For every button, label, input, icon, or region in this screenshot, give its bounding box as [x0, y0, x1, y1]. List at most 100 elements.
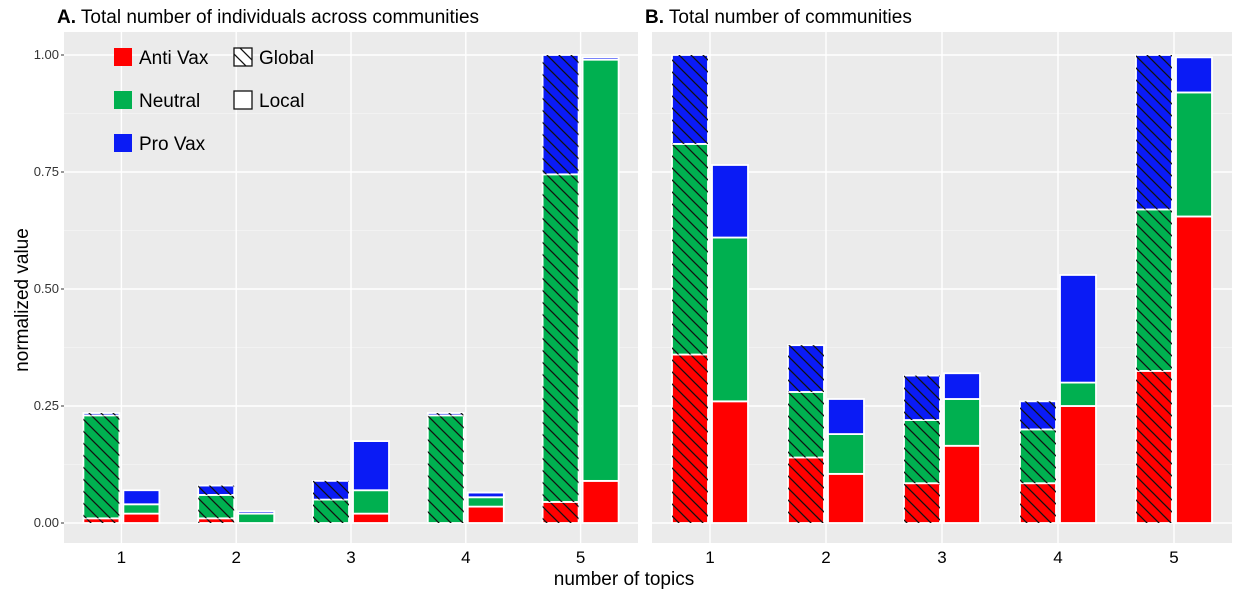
bar-segment-neutral-local-5	[1175, 91, 1213, 218]
legend-swatch	[233, 90, 253, 110]
bar-segment-anti-vax-global-5-hatch	[1136, 370, 1172, 523]
legend-item-pro-vax: Pro Vax	[114, 134, 206, 155]
bar-segment-anti-vax-global-1-hatch	[672, 354, 708, 523]
legend-swatch	[114, 91, 132, 109]
bar-segment-anti-vax-local-4	[1059, 405, 1097, 524]
bar-segment-pro-vax-global-5-hatch	[542, 55, 579, 175]
bar-segment-neutral-global-1-hatch	[83, 415, 120, 519]
bar-segment-neutral-local-3	[943, 398, 981, 447]
bar-segment-anti-vax-local-3	[943, 444, 981, 524]
x-tick-label: 5	[1169, 548, 1178, 567]
bar-3-global	[312, 479, 350, 524]
bar-segment-neutral-global-4-hatch	[427, 415, 464, 523]
bar-segment-neutral-global-3-hatch	[904, 420, 940, 484]
bar-3-local	[352, 440, 390, 524]
bar-segment-neutral-local-5	[581, 58, 620, 482]
panel-b: 1 2 3 4 5 B. Total number of communities	[645, 7, 1232, 567]
bar-segment-pro-vax-local-1	[122, 489, 161, 506]
bar-segment-neutral-local-3	[352, 489, 390, 515]
legend-item-anti-vax: Anti Vax	[114, 48, 209, 69]
bar-3-global	[903, 374, 941, 524]
bar-segment-pro-vax-global-5-hatch	[1136, 55, 1172, 210]
legend-label: Anti Vax	[139, 48, 209, 69]
bar-5-local	[1175, 56, 1213, 524]
bar-5-local	[581, 56, 620, 524]
panel-letter: B.	[645, 7, 664, 28]
bar-segment-neutral-global-2-hatch	[788, 391, 824, 458]
bar-segment-neutral-global-1-hatch	[672, 143, 708, 355]
bar-2-global	[787, 344, 825, 524]
legend-label: Local	[259, 91, 304, 112]
panel-title-text: Total number of individuals across commu…	[76, 7, 479, 28]
bar-segment-pro-vax-local-4	[466, 491, 505, 499]
legend-label: Pro Vax	[139, 134, 206, 155]
bar-segment-neutral-global-5-hatch	[542, 174, 579, 502]
bar-segment-anti-vax-global-5-hatch	[542, 501, 579, 523]
bar-segment-neutral-local-4	[466, 496, 505, 508]
bar-segment-neutral-global-4-hatch	[1020, 429, 1056, 484]
bar-1-local	[711, 164, 749, 524]
panel-letter: A.	[57, 7, 76, 28]
bar-1-global	[82, 412, 121, 524]
bar-segment-pro-vax-local-4	[1059, 274, 1097, 384]
y-tick-label: 1.00	[34, 47, 59, 62]
legend-item-neutral: Neutral	[114, 91, 200, 112]
bar-segment-neutral-global-3-hatch	[313, 499, 349, 523]
bar-segment-anti-vax-local-3	[352, 512, 390, 524]
bar-4-global	[426, 412, 465, 524]
panel-a: 1 2 3 4 5 0.00 0.25 0.50 0.75 1.00 A. Total number…	[34, 7, 638, 567]
x-axis-label: number of topics	[554, 569, 694, 590]
bar-3-local	[943, 372, 981, 524]
bar-segment-pro-vax-local-2	[827, 398, 865, 435]
x-tick-label: 2	[231, 548, 240, 567]
x-tick-label: 3	[937, 548, 946, 567]
bar-segment-anti-vax-local-5	[581, 479, 620, 524]
x-tick-label: 1	[117, 548, 126, 567]
bar-segment-neutral-local-1	[122, 503, 161, 515]
bar-segment-neutral-global-5-hatch	[1136, 209, 1172, 371]
legend-label: Global	[259, 48, 314, 69]
bar-segment-pro-vax-global-2-hatch	[198, 485, 235, 495]
x-tick-label: 3	[346, 548, 355, 567]
bar-segment-pro-vax-global-3-hatch	[904, 375, 940, 421]
bar-1-local	[122, 489, 161, 524]
bar-2-global	[197, 484, 236, 524]
legend-swatch-hatch	[234, 48, 252, 66]
bar-segment-pro-vax-global-4-hatch	[427, 413, 464, 416]
bar-segment-pro-vax-local-5	[1175, 56, 1213, 94]
bar-segment-anti-vax-global-2-hatch	[198, 518, 235, 523]
bar-2-local	[827, 398, 865, 524]
bar-segment-anti-vax-global-4-hatch	[1020, 483, 1056, 523]
bar-segment-neutral-local-2	[827, 433, 865, 475]
y-tick-label: 0.00	[34, 515, 59, 530]
x-tick-label: 4	[461, 548, 470, 567]
bar-segment-pro-vax-local-1	[711, 164, 749, 239]
bar-segment-neutral-local-4	[1059, 381, 1097, 407]
bar-segment-neutral-global-2-hatch	[198, 494, 235, 519]
bar-1-global	[671, 54, 709, 524]
x-tick-label: 4	[1053, 548, 1062, 567]
legend-item-global: Global	[233, 47, 314, 69]
bar-4-local	[466, 491, 505, 524]
y-tick-label: 0.75	[34, 164, 59, 179]
legend-swatch	[114, 134, 132, 152]
bar-segment-anti-vax-local-2	[827, 472, 865, 524]
bar-segment-pro-vax-global-1-hatch	[672, 55, 708, 144]
legend-swatch	[114, 48, 132, 66]
bar-segment-pro-vax-global-4-hatch	[1020, 401, 1056, 430]
x-tick-label: 2	[821, 548, 830, 567]
bar-segment-anti-vax-local-5	[1175, 215, 1213, 524]
bar-segment-pro-vax-local-2	[237, 510, 276, 515]
x-tick-label: 1	[705, 548, 714, 567]
legend-label: Neutral	[139, 91, 200, 112]
bar-5-global	[1135, 54, 1173, 524]
bar-segment-pro-vax-local-5	[581, 56, 620, 61]
y-tick-label: 0.25	[34, 398, 59, 413]
bar-segment-anti-vax-global-3-hatch	[904, 483, 940, 523]
bar-segment-anti-vax-local-4	[466, 505, 505, 524]
bar-segment-anti-vax-local-1	[711, 400, 749, 524]
y-tick-label: 0.50	[34, 281, 59, 296]
bar-segment-anti-vax-global-1-hatch	[83, 518, 120, 523]
panel-title: A. Total number of individuals across co…	[57, 7, 479, 28]
